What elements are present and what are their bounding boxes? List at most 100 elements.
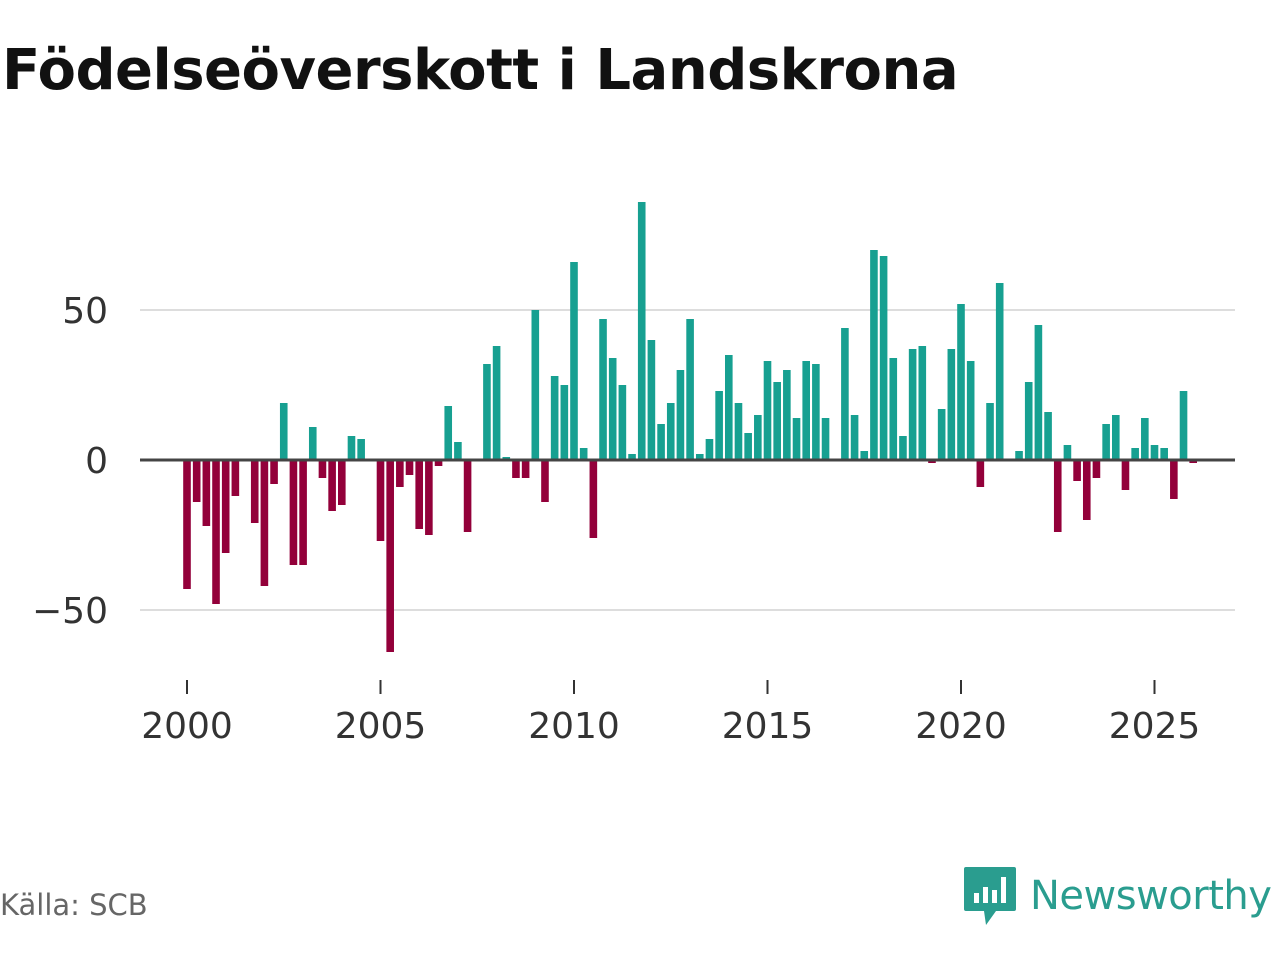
bar xyxy=(1082,460,1091,520)
chart: −50 0 50 2000 2005 2010 2015 2020 2025 xyxy=(32,202,1235,747)
bar xyxy=(299,460,307,565)
newsworthy-logo-icon xyxy=(964,867,1016,925)
bar xyxy=(802,361,810,460)
x-axis: 2000 2005 2010 2015 2020 2025 xyxy=(141,680,1200,747)
x-tick-label: 2020 xyxy=(915,706,1007,747)
bar xyxy=(415,460,423,529)
bar xyxy=(628,454,636,460)
bar xyxy=(676,370,685,460)
bar xyxy=(531,310,540,460)
bar xyxy=(947,349,956,460)
bar xyxy=(870,250,878,460)
x-tick-label: 2015 xyxy=(722,706,814,747)
bar xyxy=(957,304,965,460)
bar xyxy=(512,460,520,478)
bar xyxy=(260,460,269,586)
bar xyxy=(618,385,627,460)
bar xyxy=(608,358,617,460)
x-tick-label: 2010 xyxy=(528,706,620,747)
brand-logo[interactable]: Newsworthy xyxy=(962,864,1272,928)
bar xyxy=(221,460,230,553)
bar xyxy=(899,436,907,460)
bar xyxy=(812,364,820,460)
bar xyxy=(405,460,414,475)
bar xyxy=(599,319,607,460)
bar xyxy=(1044,412,1052,460)
bar xyxy=(1170,460,1178,499)
bar xyxy=(657,424,665,460)
bar xyxy=(715,391,723,460)
bar xyxy=(908,349,917,460)
bar xyxy=(454,442,462,460)
bar xyxy=(1053,460,1062,532)
bar xyxy=(792,418,801,460)
bar xyxy=(444,406,453,460)
bar xyxy=(550,376,559,460)
bar xyxy=(270,460,278,484)
bar xyxy=(386,460,394,652)
bar xyxy=(860,451,869,460)
brand-name: Newsworthy xyxy=(1030,873,1272,919)
bar xyxy=(841,328,849,460)
bar xyxy=(338,460,346,505)
bar xyxy=(347,436,356,460)
bar xyxy=(937,409,946,460)
bar xyxy=(976,460,985,487)
bar xyxy=(995,283,1004,460)
bar xyxy=(202,460,211,526)
y-tick-label: 0 xyxy=(85,441,108,482)
bar xyxy=(647,340,656,460)
bar xyxy=(521,460,530,478)
bar xyxy=(966,361,975,460)
bar xyxy=(396,460,404,487)
bar xyxy=(560,385,569,460)
bar xyxy=(986,403,994,460)
bar xyxy=(541,460,549,502)
bar xyxy=(1073,460,1081,481)
bar xyxy=(376,460,385,541)
y-tick-label: 50 xyxy=(62,291,108,332)
bar xyxy=(1034,325,1043,460)
bar xyxy=(783,370,791,460)
bar xyxy=(1092,460,1101,478)
bar xyxy=(463,460,472,532)
bar xyxy=(1102,424,1110,460)
bar xyxy=(212,460,220,604)
bar xyxy=(250,460,259,523)
y-axis: −50 0 50 xyxy=(32,291,108,632)
bar xyxy=(492,346,501,460)
bar xyxy=(279,403,288,460)
bar xyxy=(637,202,646,460)
bar xyxy=(1063,445,1072,460)
bar xyxy=(1015,451,1023,460)
bar xyxy=(666,403,675,460)
bar xyxy=(570,262,578,460)
bar xyxy=(1179,391,1188,460)
bar xyxy=(763,361,772,460)
x-tick-label: 2000 xyxy=(141,706,233,747)
bar xyxy=(705,439,714,460)
bar xyxy=(357,439,365,460)
bar xyxy=(318,460,327,478)
bar xyxy=(425,460,433,535)
bar xyxy=(734,403,743,460)
bars xyxy=(183,202,1197,652)
bar xyxy=(231,460,240,496)
chart-title: Födelseöverskott i Landskrona xyxy=(2,38,959,103)
bar xyxy=(879,256,888,460)
gridlines xyxy=(140,309,1235,611)
bar xyxy=(579,448,588,460)
bar xyxy=(192,460,201,502)
bar xyxy=(725,355,733,460)
bar xyxy=(1112,415,1120,460)
bar xyxy=(821,418,830,460)
bar xyxy=(1131,448,1139,460)
bar xyxy=(1141,418,1149,460)
bar xyxy=(918,346,927,460)
bar xyxy=(744,433,752,460)
x-tick-label: 2025 xyxy=(1109,706,1201,747)
bar xyxy=(1160,448,1168,460)
x-tick-label: 2005 xyxy=(335,706,427,747)
bar xyxy=(434,460,443,466)
bar xyxy=(1024,382,1033,460)
